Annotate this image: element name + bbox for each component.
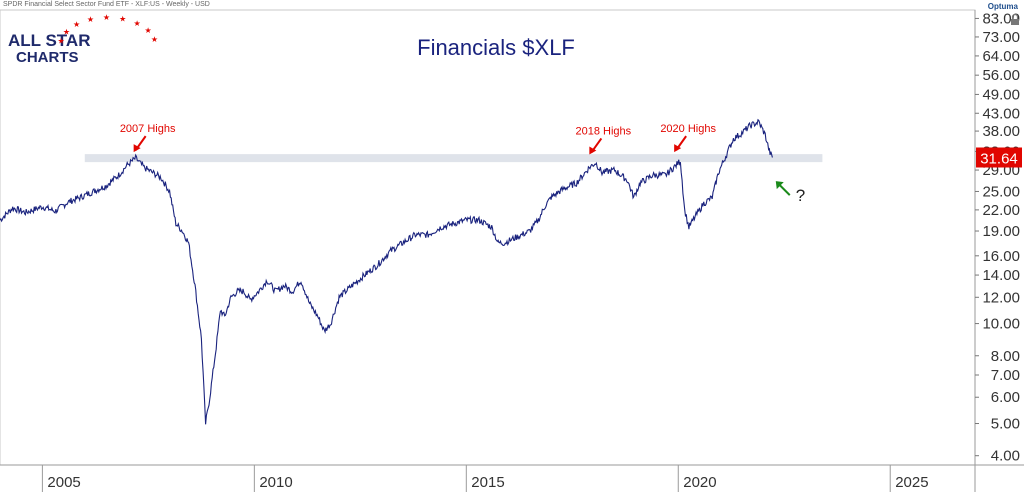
chart-title: Financials $XLF <box>417 35 575 60</box>
plot-frame <box>0 9 976 466</box>
x-tick-label: 2005 <box>47 474 80 491</box>
annotation-label: 2007 Highs <box>120 123 176 135</box>
y-tick-label: 8.00 <box>991 348 1020 365</box>
annotation-label: ? <box>796 186 805 205</box>
logo-star-icon: ★ <box>63 28 70 37</box>
logo-star-icon: ★ <box>87 15 94 24</box>
y-tick-label: 38.00 <box>982 123 1020 140</box>
y-tick-label: 12.00 <box>982 289 1020 306</box>
y-tick-label: 22.00 <box>982 202 1020 219</box>
logo-star-icon: ★ <box>119 14 126 23</box>
lock-icon <box>1011 13 1019 25</box>
price-series-line <box>0 118 773 425</box>
x-tick-label: 2015 <box>471 474 504 491</box>
y-tick-label: 49.00 <box>982 86 1020 103</box>
logo-line2: CHARTS <box>16 49 79 66</box>
y-tick-label: 4.00 <box>991 448 1020 465</box>
resistance-band <box>84 154 823 163</box>
y-tick-label: 43.00 <box>982 105 1020 122</box>
y-tick-label: 56.00 <box>982 67 1020 84</box>
y-tick-label: 7.00 <box>991 367 1020 384</box>
y-tick-label: 64.00 <box>982 48 1020 65</box>
y-tick-label: 73.00 <box>982 29 1020 46</box>
y-tick-label: 16.00 <box>982 248 1020 265</box>
logo-star-icon: ★ <box>151 35 158 44</box>
annotation-arrowhead <box>775 181 784 190</box>
last-value-badge <box>976 147 1022 168</box>
brand-label: Optuma <box>987 2 1018 11</box>
x-tick-label: 2025 <box>895 474 928 491</box>
annotation-arrowhead <box>589 146 597 155</box>
logo-star-icon: ★ <box>134 19 141 28</box>
logo-star-icon: ★ <box>58 37 65 46</box>
y-tick-label: 6.00 <box>991 389 1020 406</box>
annotation-label: 2018 Highs <box>576 125 632 137</box>
y-tick-label: 25.00 <box>982 183 1020 200</box>
y-tick-label: 83.00 <box>982 10 1020 27</box>
logo-star-icon: ★ <box>73 20 80 29</box>
annotation-label: 2020 Highs <box>660 123 716 135</box>
y-tick-label: 10.00 <box>982 316 1020 333</box>
y-tick-label: 5.00 <box>991 416 1020 433</box>
x-tick-label: 2020 <box>683 474 716 491</box>
annotation-arrowhead <box>133 144 141 153</box>
logo-star-icon: ★ <box>103 13 110 22</box>
annotation-arrowhead <box>674 144 682 153</box>
logo-star-icon: ★ <box>145 26 152 35</box>
all-star-charts-logo: ALL STAR CHARTS ★★★★ ★ ★ ★★★ <box>8 13 158 66</box>
x-tick-label: 2010 <box>259 474 292 491</box>
logo-stars-icon: ★★★★ ★ ★ ★★★ <box>58 13 158 46</box>
y-tick-label: 19.00 <box>982 223 1020 240</box>
last-value-label: 31.64 <box>980 150 1018 167</box>
y-tick-label: 14.00 <box>982 267 1020 284</box>
chart-info-text: SPDR Financial Select Sector Fund ETF - … <box>3 1 210 8</box>
logo-line1: ALL STAR <box>8 31 90 50</box>
